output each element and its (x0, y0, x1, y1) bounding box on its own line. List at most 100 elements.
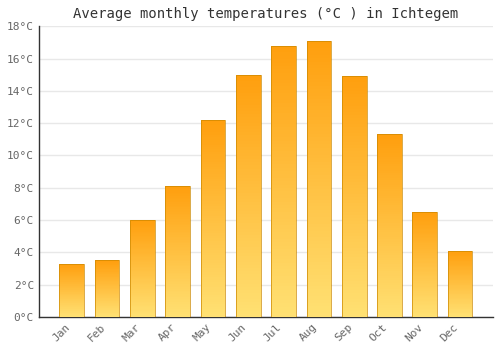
Bar (200, 221, 226, 223)
Bar (306, 237, 331, 241)
Bar (130, 283, 155, 284)
Bar (200, 174, 226, 176)
Bar (377, 244, 402, 246)
Bar (236, 208, 260, 211)
Bar (94, 308, 120, 309)
Bar (200, 152, 226, 154)
Bar (166, 315, 190, 317)
Bar (130, 250, 155, 251)
Bar (448, 274, 472, 275)
Bar (166, 281, 190, 282)
Bar (236, 299, 260, 302)
Bar (166, 209, 190, 211)
Bar (306, 151, 331, 155)
Bar (236, 93, 260, 96)
Bar (342, 190, 366, 194)
Bar (448, 305, 472, 306)
Bar (130, 279, 155, 280)
Bar (377, 184, 402, 187)
Bar (448, 273, 472, 274)
Bar (200, 270, 226, 273)
Bar (200, 280, 226, 282)
Bar (271, 249, 296, 252)
Bar (200, 287, 226, 290)
Bar (306, 65, 331, 68)
Bar (166, 245, 190, 246)
Bar (412, 263, 437, 264)
Bar (94, 280, 120, 281)
Bar (200, 164, 226, 167)
Bar (448, 311, 472, 312)
Bar (60, 288, 84, 289)
Bar (271, 168, 296, 171)
Bar (271, 141, 296, 144)
Bar (271, 117, 296, 120)
Bar (377, 157, 402, 160)
Bar (60, 269, 84, 270)
Bar (412, 297, 437, 299)
Bar (200, 196, 226, 199)
Bar (271, 66, 296, 69)
Bar (166, 299, 190, 300)
Bar (448, 283, 472, 284)
Bar (94, 270, 120, 271)
Bar (94, 275, 120, 276)
Bar (377, 146, 402, 148)
Bar (60, 278, 84, 279)
Bar (306, 196, 331, 200)
Bar (342, 116, 366, 118)
Bar (236, 117, 260, 120)
Bar (306, 289, 331, 293)
Bar (94, 267, 120, 268)
Bar (377, 150, 402, 153)
Bar (342, 182, 366, 184)
Bar (448, 277, 472, 278)
Bar (448, 299, 472, 300)
Bar (236, 232, 260, 235)
Bar (412, 262, 437, 263)
Bar (200, 157, 226, 159)
Bar (60, 299, 84, 300)
Bar (94, 312, 120, 313)
Bar (200, 260, 226, 262)
Bar (448, 301, 472, 302)
Bar (200, 214, 226, 216)
Bar (271, 124, 296, 127)
Bar (377, 139, 402, 141)
Bar (130, 278, 155, 279)
Bar (448, 303, 472, 304)
Bar (130, 253, 155, 254)
Bar (236, 223, 260, 226)
Bar (271, 154, 296, 158)
Bar (60, 276, 84, 277)
Bar (236, 238, 260, 241)
Bar (342, 158, 366, 161)
Bar (342, 169, 366, 173)
Bar (236, 247, 260, 250)
Bar (200, 243, 226, 245)
Bar (200, 142, 226, 145)
Bar (130, 307, 155, 308)
Bar (412, 215, 437, 216)
Bar (271, 79, 296, 83)
Bar (200, 302, 226, 304)
Bar (166, 304, 190, 305)
Bar (271, 63, 296, 66)
Bar (271, 270, 296, 273)
Bar (306, 68, 331, 72)
Bar (377, 180, 402, 182)
Bar (200, 300, 226, 302)
Bar (166, 222, 190, 224)
Bar (200, 140, 226, 142)
Bar (200, 154, 226, 157)
Bar (130, 231, 155, 232)
Bar (448, 259, 472, 260)
Bar (200, 130, 226, 132)
Bar (200, 285, 226, 287)
Bar (166, 294, 190, 295)
Bar (306, 199, 331, 203)
Bar (377, 178, 402, 180)
Bar (94, 271, 120, 272)
Bar (200, 159, 226, 162)
Bar (342, 215, 366, 218)
